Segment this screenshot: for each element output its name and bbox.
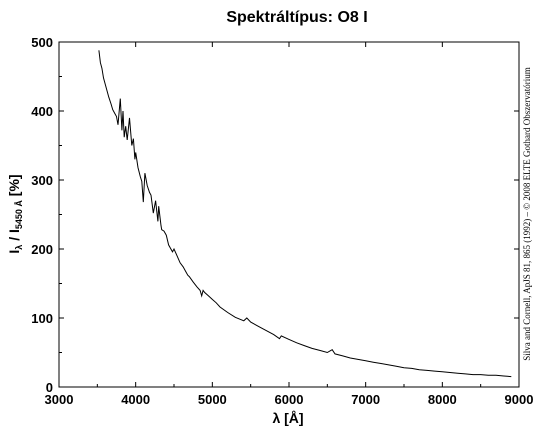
x-tick-label: 4000 — [121, 392, 150, 407]
x-tick-label: 5000 — [198, 392, 227, 407]
x-axis-label: λ [Å] — [272, 410, 303, 426]
y-tick-label: 100 — [31, 311, 53, 326]
x-axis-ticks: 3000 4000 5000 6000 7000 8000 9000 — [45, 42, 534, 407]
y-label-end: [%] — [6, 174, 22, 200]
plot-frame — [58, 41, 520, 388]
y-axis-label: Iλ / I5450 Å [%] — [6, 174, 24, 253]
y-tick-label: 500 — [31, 35, 53, 50]
chart-title: Spektráltípus: O8 I — [226, 9, 367, 26]
y-tick-label: 200 — [31, 242, 53, 257]
y-label-sub-ref: 5450 Å — [14, 200, 24, 230]
x-tick-label: 8000 — [428, 392, 457, 407]
x-tick-label: 7000 — [351, 392, 380, 407]
y-label-mid: / I — [6, 229, 22, 245]
spectrum-line — [98, 50, 512, 378]
x-tick-label: 3000 — [45, 392, 74, 407]
y-axis-ticks: 0 100 200 300 400 500 — [31, 35, 519, 395]
credit-text: Silva and Cornell, ApJS 81, 865 (1992) –… — [522, 67, 532, 360]
y-label-sub-lambda: λ — [14, 245, 24, 250]
y-tick-label: 300 — [31, 173, 53, 188]
y-label-main: I — [6, 250, 22, 254]
x-tick-label: 6000 — [275, 392, 304, 407]
y-tick-label: 0 — [46, 380, 53, 395]
x-tick-label: 9000 — [505, 392, 534, 407]
y-tick-label: 400 — [31, 104, 53, 119]
